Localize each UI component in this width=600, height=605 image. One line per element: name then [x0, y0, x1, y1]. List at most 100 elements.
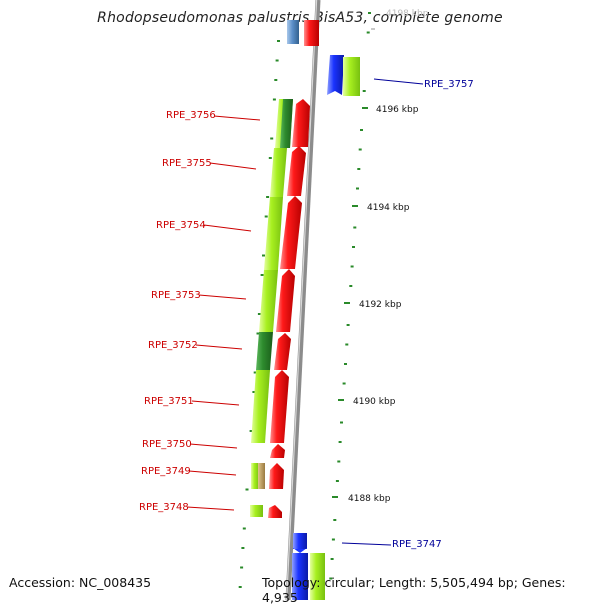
- genome-backbone: [285, 0, 321, 600]
- tick-mark: [340, 421, 343, 424]
- accession-label: Accession: NC_008435: [9, 575, 152, 590]
- gene-partial-top-red[interactable]: [304, 20, 319, 46]
- gene-rpe-3749-red[interactable]: [269, 463, 284, 489]
- tick-mark: [338, 441, 342, 443]
- tick-mark: [342, 382, 346, 385]
- tick-mark: [346, 324, 350, 326]
- tick-mark: [266, 196, 270, 198]
- tick-mark: [238, 586, 242, 588]
- gene-label-rpe-3750[interactable]: RPE_3750: [142, 439, 192, 450]
- tick-mark: [349, 285, 353, 287]
- forward-strand-genes: [250, 20, 360, 600]
- tick-mark: [275, 59, 279, 62]
- gene-label-rpe-3751[interactable]: RPE_3751: [144, 396, 194, 407]
- tick-mark: [262, 254, 265, 257]
- tick-mark: [344, 363, 347, 365]
- tick-mark: [362, 90, 366, 92]
- scale-label-4194: 4194 kbp: [367, 203, 410, 213]
- scale-labels: 4198 kbp 4196 kbp 4194 kbp 4192 kbp 4190…: [348, 9, 429, 504]
- tick-mark: [257, 313, 261, 315]
- tick-mark: [240, 566, 244, 569]
- gene-labels-right: RPE_3757 RPE_3747: [392, 79, 474, 550]
- tick-marks-outer: [329, 12, 371, 580]
- tick-mark: [270, 137, 274, 140]
- tick-mark: [352, 246, 355, 248]
- gene-rpe-3757-green[interactable]: [343, 57, 360, 96]
- tick-mark: [337, 460, 341, 463]
- tick-mark: [277, 40, 280, 42]
- gene-label-rpe-3756[interactable]: RPE_3756: [166, 110, 216, 121]
- gene-label-rpe-3754[interactable]: RPE_3754: [156, 220, 206, 231]
- tick-mark: [329, 577, 333, 580]
- gene-rpe-3749-brown[interactable]: [258, 463, 265, 489]
- tick-mark: [345, 343, 349, 346]
- scale-label-4196: 4196 kbp: [376, 105, 419, 115]
- tick-mark: [260, 274, 264, 276]
- tick-mark: [366, 31, 370, 34]
- gene-rpe-3756-red[interactable]: [292, 99, 310, 147]
- tick-mark: [331, 538, 335, 541]
- gene-partial-top-steelblue[interactable]: [287, 20, 299, 44]
- gene-rpe-3756-dark[interactable]: [280, 99, 293, 148]
- tick-mark: [353, 226, 357, 229]
- tick-mark: [242, 527, 246, 530]
- scale-label-4188: 4188 kbp: [348, 494, 391, 504]
- gene-rpe-3754-green[interactable]: [264, 197, 283, 270]
- tick-marks-inner: [238, 40, 280, 588]
- gene-rpe-3748-red[interactable]: [268, 505, 282, 518]
- gene-rpe-3757-blue[interactable]: [327, 55, 344, 95]
- tick-mark: [249, 430, 253, 432]
- tick-mark: [356, 187, 359, 190]
- gene-bottom-blue[interactable]: [292, 553, 308, 600]
- gene-label-leaders-right: [341, 78, 424, 546]
- gene-label-rpe-3753[interactable]: RPE_3753: [151, 290, 201, 301]
- gene-rpe-3748-green[interactable]: [250, 505, 263, 517]
- tick-mark: [253, 371, 257, 374]
- tick-mark: [264, 215, 268, 218]
- gene-label-rpe-3749[interactable]: RPE_3749: [141, 466, 191, 477]
- gene-rpe-3751-green[interactable]: [251, 370, 270, 443]
- gene-labels-left: RPE_3756 RPE_3755 RPE_3754 RPE_3753 RPE_…: [139, 110, 216, 513]
- tick-mark: [245, 488, 249, 491]
- gene-rpe-3749-green[interactable]: [251, 463, 259, 489]
- scale-label-4190: 4190 kbp: [353, 397, 396, 407]
- scale-ticks: [332, 107, 368, 498]
- tick-mark: [256, 332, 260, 335]
- gene-label-rpe-3752[interactable]: RPE_3752: [148, 340, 198, 351]
- gene-rpe-3754-red[interactable]: [280, 196, 302, 269]
- tick-mark: [357, 168, 361, 170]
- tick-mark: [252, 391, 256, 393]
- gene-rpe-3752-dark[interactable]: [256, 332, 273, 370]
- gene-label-leaders-left: [186, 115, 261, 511]
- gene-label-rpe-3748[interactable]: RPE_3748: [139, 502, 189, 513]
- scale-label-4192: 4192 kbp: [359, 300, 402, 310]
- tick-mark: [268, 157, 272, 159]
- gene-label-rpe-3747[interactable]: RPE_3747: [392, 539, 442, 550]
- gene-rpe-3747-blue[interactable]: [293, 533, 307, 549]
- tick-mark: [272, 98, 276, 101]
- topology-label: Topology: circular; Length: 5,505,494 bp…: [262, 575, 566, 605]
- tick-mark: [360, 129, 363, 131]
- tick-mark: [350, 265, 354, 268]
- tick-mark: [335, 480, 339, 482]
- gene-rpe-3751-red[interactable]: [270, 370, 289, 443]
- gene-label-rpe-3755[interactable]: RPE_3755: [162, 158, 212, 169]
- tick-mark: [333, 519, 337, 521]
- gene-rpe-3755-green[interactable]: [270, 148, 287, 197]
- scale-label-4198: 4198 kbp: [386, 9, 429, 19]
- tick-mark: [368, 12, 371, 14]
- tick-mark: [241, 547, 245, 549]
- gene-bottom-green[interactable]: [310, 553, 325, 600]
- gene-rpe-3753-red[interactable]: [276, 269, 295, 332]
- gene-rpe-3750-red[interactable]: [270, 444, 285, 458]
- tick-mark: [358, 148, 362, 151]
- gene-rpe-3753-green[interactable]: [259, 270, 278, 332]
- tick-mark: [274, 79, 278, 81]
- top-marker: [371, 28, 375, 30]
- gene-rpe-3752-red[interactable]: [274, 333, 291, 370]
- genome-title: Rhodopseudomonas palustris BisA53, compl…: [97, 10, 503, 26]
- gene-label-rpe-3757[interactable]: RPE_3757: [424, 79, 474, 90]
- tick-mark: [330, 558, 334, 560]
- gene-rpe-3755-red[interactable]: [287, 146, 306, 196]
